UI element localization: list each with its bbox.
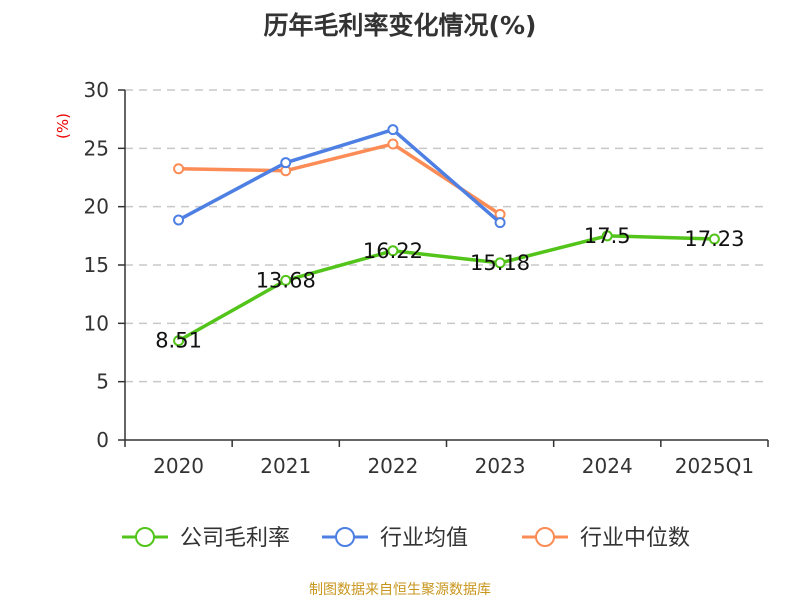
x-tick-label: 2023	[475, 454, 526, 478]
data-point	[387, 124, 399, 136]
y-tick-label: 20	[84, 195, 109, 219]
y-tick-label: 25	[84, 136, 109, 160]
data-point	[173, 163, 185, 175]
legend-label: 公司毛利率	[180, 526, 290, 551]
data-point	[173, 214, 185, 226]
data-label: 8.51	[155, 329, 202, 353]
series-line-公司毛利率	[177, 234, 715, 343]
y-tick-label: 0	[96, 428, 109, 452]
data-point	[280, 157, 292, 169]
data-point	[494, 217, 506, 229]
legend-marker	[335, 527, 355, 547]
legend-label: 行业均值	[380, 526, 468, 551]
y-tick-label: 30	[84, 78, 109, 102]
data-label: 13.68	[256, 268, 316, 292]
source-note: 制图数据来自恒生聚源数据库	[309, 582, 491, 598]
series-line-行业均值	[177, 127, 502, 224]
x-tick-label: 2024	[582, 454, 633, 478]
legend-label: 行业中位数	[580, 526, 690, 551]
x-tick-label: 2022	[367, 454, 418, 478]
data-label: 15.18	[470, 251, 530, 275]
series-line-行业中位数	[178, 142, 502, 216]
data-label: 17.23	[684, 227, 744, 251]
y-tick-label: 15	[84, 253, 109, 277]
data-point	[387, 245, 399, 257]
data-point	[173, 335, 185, 347]
y-tick-label: 5	[96, 370, 109, 394]
chart-title: 历年毛利率变化情况(%)	[263, 11, 537, 40]
y-tick-label: 10	[84, 311, 109, 335]
data-point	[708, 233, 720, 245]
data-label: 16.22	[363, 239, 423, 263]
y-axis-label: (%)	[54, 113, 72, 139]
x-tick-label: 2025Q1	[675, 454, 754, 478]
x-tick-label: 2020	[153, 454, 204, 478]
data-point	[601, 230, 613, 242]
legend-marker	[135, 527, 155, 547]
legend-marker	[535, 527, 555, 547]
data-point	[387, 138, 399, 150]
data-label: 17.5	[584, 224, 631, 248]
data-point	[280, 274, 292, 286]
data-point	[494, 257, 506, 269]
x-tick-label: 2021	[260, 454, 311, 478]
